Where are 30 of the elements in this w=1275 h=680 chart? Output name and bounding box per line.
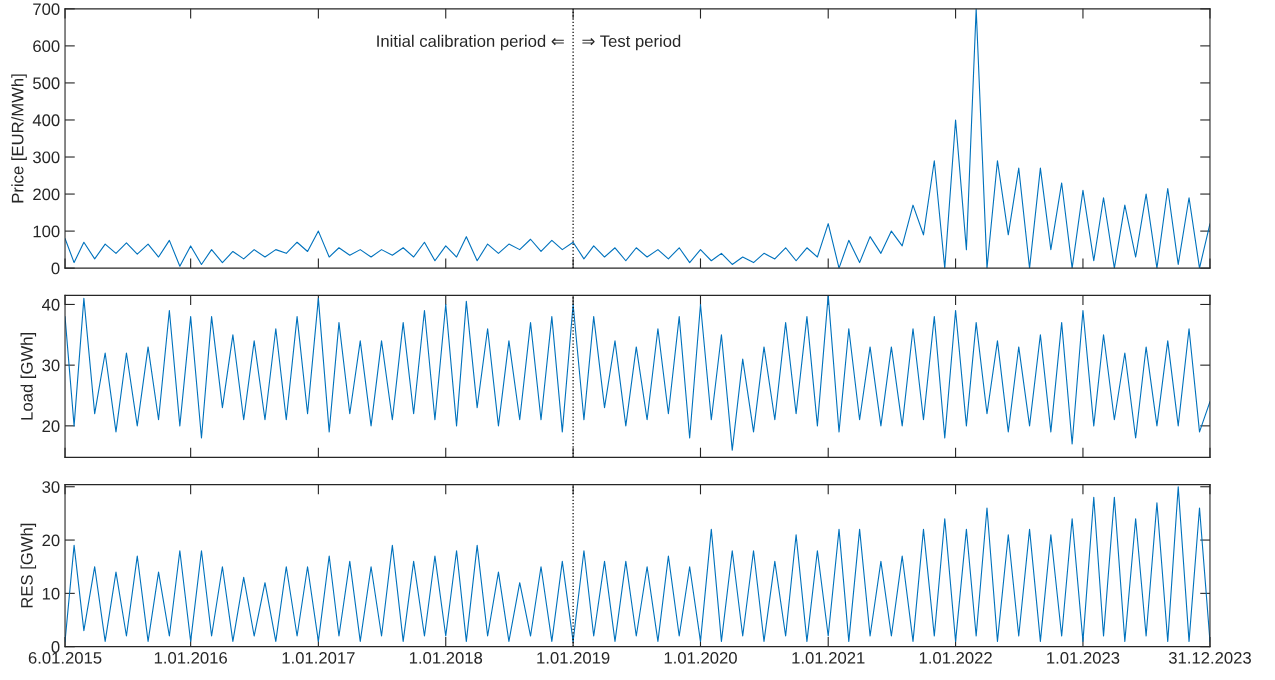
x-tick-label: 1.01.2018 (409, 651, 483, 664)
x-tick-label: 1.01.2021 (792, 651, 865, 664)
x-tick-label: 6.01.2015 (28, 651, 102, 664)
y-tick-label: 200 (33, 188, 60, 201)
annotation: Initial calibration period ⇐ (377, 34, 564, 51)
x-tick-label: 1.01.2019 (537, 651, 610, 664)
x-tick-label: 1.01.2016 (154, 651, 227, 664)
y-axis-title: Price [EUR/MWh] (11, 74, 27, 203)
y-tick-label: 500 (33, 77, 60, 90)
y-tick-label: 300 (32, 151, 60, 164)
y-tick-label: 30 (42, 481, 60, 493)
x-tick-label: 31.12.2023 (1168, 651, 1251, 664)
y-tick-label: 40 (42, 298, 60, 311)
x-tick-label: 1.01.2022 (919, 651, 992, 664)
y-tick-label: 30 (42, 359, 60, 372)
x-tick-label: 1.01.2020 (664, 651, 737, 664)
y-tick-label: 20 (42, 534, 60, 547)
y-tick-label: 20 (42, 420, 60, 433)
y-tick-label: 400 (32, 114, 60, 127)
y-tick-label: 0 (51, 641, 60, 653)
y-tick-label: 10 (42, 587, 60, 600)
y-tick-label: 0 (51, 262, 60, 275)
y-tick-label: 600 (33, 40, 60, 53)
x-tick-label: 1.01.2017 (282, 651, 355, 664)
y-tick-label: 700 (33, 3, 60, 16)
y-tick-label: 100 (33, 225, 60, 238)
y-axis-title: RES [GWh] (20, 523, 37, 608)
y-axis-title: Load [GWh] (20, 333, 37, 420)
x-tick-label: 1.01.2023 (1047, 651, 1120, 664)
annotation: ⇒ Test period (582, 34, 681, 51)
